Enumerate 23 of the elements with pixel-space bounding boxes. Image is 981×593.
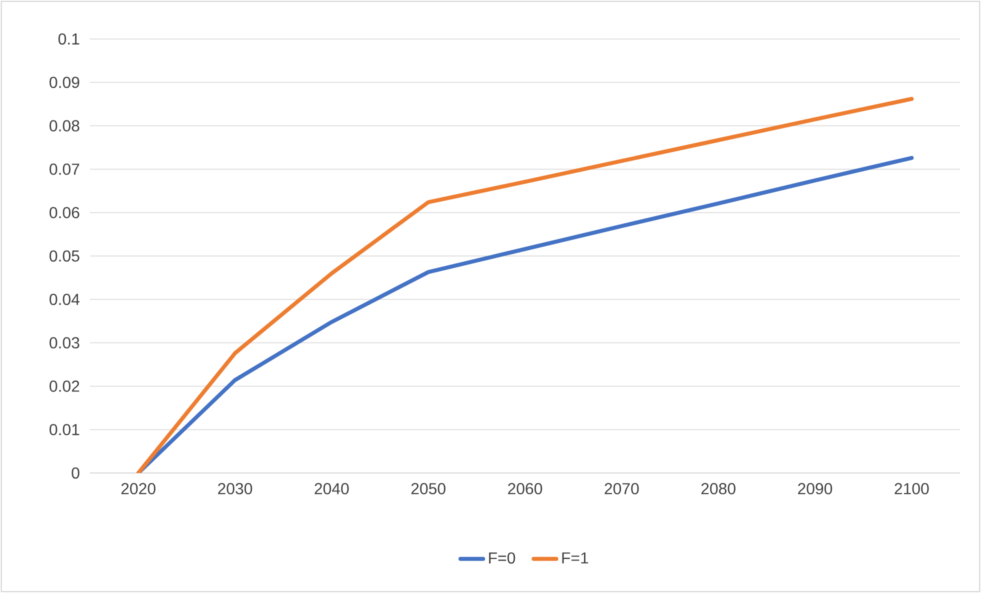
line-series	[136, 96, 914, 473]
x-tick-label: 2050	[411, 483, 446, 494]
legend-label: F=0	[489, 552, 516, 564]
y-tick-label: 0.06	[50, 206, 80, 218]
y-tick-label: 0.08	[50, 120, 80, 132]
legend-label: F=1	[562, 552, 588, 564]
y-tick-label: 0.03	[50, 337, 80, 348]
y-tick-label: 0.01	[50, 424, 80, 436]
y-tick-label: 0.02	[50, 380, 80, 392]
x-tick-label: 2070	[604, 483, 639, 494]
x-tick-label: 2100	[894, 483, 929, 494]
x-tick-label: 2040	[314, 483, 349, 494]
y-tick-label: 0	[72, 467, 80, 479]
y-tick-label: 0.05	[50, 250, 80, 262]
x-tick-label: 2080	[701, 483, 736, 494]
y-tick-label: 0.09	[50, 76, 80, 88]
x-tick-label: 2020	[121, 483, 156, 494]
x-tick-label: 2090	[798, 483, 832, 494]
y-tick-label: 0.07	[50, 164, 80, 175]
x-tick-label: 2060	[508, 483, 542, 494]
y-tick-label: 0.1	[58, 33, 80, 45]
x-tick-label: 2030	[218, 483, 252, 494]
y-tick-label: 0.04	[50, 294, 80, 306]
